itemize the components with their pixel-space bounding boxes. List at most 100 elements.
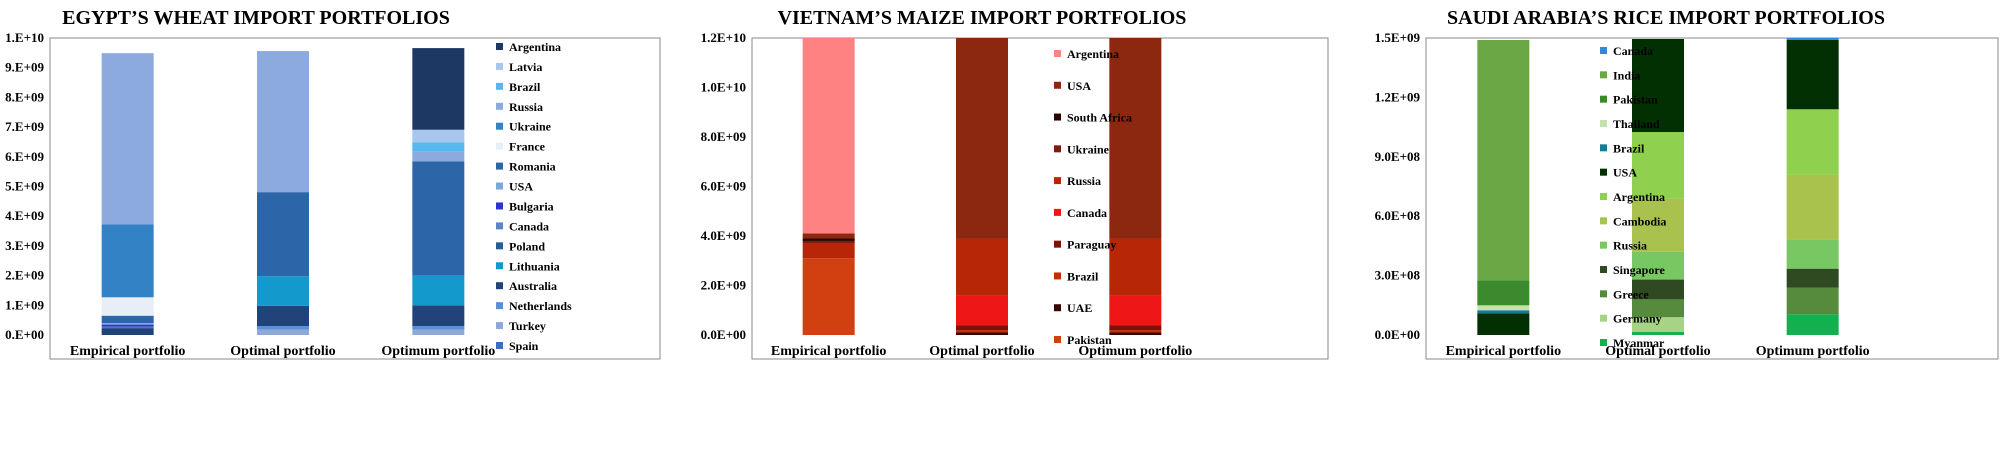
bar-segment-ukraine	[802, 240, 855, 244]
legend-swatch-brazil	[1600, 144, 1607, 152]
bar-segment-russia	[956, 238, 1008, 296]
legend-swatch-canada	[496, 222, 503, 230]
legend-label-canada: Canada	[1613, 44, 1653, 58]
legend-swatch-france	[496, 142, 503, 150]
legend-label-ukraine: Ukraine	[509, 120, 552, 134]
legend-label-poland: Poland	[509, 239, 545, 253]
legend-label-russia: Russia	[509, 100, 543, 114]
bar-segment-brazil	[1109, 330, 1162, 333]
bar-segment-bulgaria	[101, 324, 154, 327]
bar-segment-poland	[101, 327, 154, 329]
category-label: Empirical portfolio	[771, 344, 887, 359]
bar-segment-india	[1477, 39, 1530, 281]
legend-label-brazil: Brazil	[1067, 269, 1099, 283]
legend-swatch-india	[1600, 71, 1607, 79]
legend-label-brazil: Brazil	[1613, 141, 1645, 155]
legend-label-south-africa: South Africa	[1067, 111, 1132, 125]
bar-segment-singapore	[1632, 279, 1684, 300]
bar-segment-brazil	[412, 142, 465, 152]
legend-swatch-australia	[496, 282, 503, 290]
legend-label-pakistan: Pakistan	[1067, 333, 1112, 347]
bar-segment-brazil	[1477, 310, 1530, 314]
bar-segment-usa	[1632, 38, 1684, 133]
y-tick-label: 1.2E+09	[1375, 89, 1421, 104]
y-tick-label: 7.E+09	[5, 119, 44, 134]
bar-segment-russia	[1632, 251, 1684, 280]
legend-label-india: India	[1613, 68, 1640, 82]
legend-label-uae: UAE	[1067, 301, 1092, 315]
legend-swatch-brazil	[496, 82, 503, 90]
legend-swatch-bulgaria	[496, 202, 503, 210]
legend-swatch-greece	[1600, 290, 1607, 298]
bar-segment-ukraine	[101, 224, 154, 298]
legend-label-thailand: Thailand	[1613, 117, 1660, 131]
bar-segment-usa	[802, 233, 855, 239]
legend-label-australia: Australia	[509, 279, 557, 293]
bar-segment-argentina	[1632, 132, 1684, 199]
bar-segment-usa	[956, 38, 1008, 239]
chart-frame	[49, 37, 661, 360]
bar-segment-lithuania	[257, 276, 309, 306]
legend-swatch-canada	[1600, 47, 1607, 54]
bar-segment-usa	[1109, 38, 1162, 239]
bar-segment-lithuania	[412, 275, 465, 306]
bar-segment-myanmar	[1786, 314, 1839, 335]
chart-frame	[1425, 37, 1999, 360]
saudi-rice-svg: SAUDI ARABIA’S RICE IMPORT PORTFOLIOS 0.0…	[1375, 7, 1999, 360]
legend-swatch-thailand	[1600, 120, 1607, 127]
y-tick-label: 1.E+09	[5, 297, 44, 312]
bar-segment-russia	[1109, 238, 1162, 296]
bar-segment-russia	[802, 243, 855, 259]
y-tick-label: 3.E+09	[5, 238, 44, 253]
bar-segment-usa	[1477, 313, 1530, 335]
y-tick-label: 6.0E+09	[701, 179, 747, 194]
bar-segment-australia	[412, 305, 465, 327]
y-tick-label: 0.0E+00	[701, 327, 746, 342]
bar-segment-pakistan	[1477, 280, 1530, 306]
vietnam-maize-chart: VIETNAM’S MAIZE IMPORT PORTFOLIOS 0.0E+00…	[668, 0, 1330, 455]
y-tick-label: 0.0E+00	[1375, 327, 1420, 342]
category-label: Optimum portfolio	[1078, 344, 1192, 359]
bar-segment-argentina	[1786, 109, 1839, 175]
bar-segment-romania	[257, 192, 309, 277]
legend-swatch-lithuania	[496, 262, 503, 270]
legend-swatch-russia	[1600, 241, 1607, 249]
legend-label-usa: USA	[509, 180, 533, 194]
legend-label-canada: Canada	[509, 219, 549, 233]
legend-label-spain: Spain	[509, 339, 539, 353]
chart-title: VIETNAM’S MAIZE IMPORT PORTFOLIOS	[778, 7, 1187, 29]
y-tick-label: 4.0E+09	[701, 228, 747, 243]
legend-swatch-paraguay	[1054, 240, 1061, 248]
category-label: Optimum portfolio	[1756, 344, 1870, 359]
bar-segment-france	[101, 297, 154, 316]
bar-segment-canada	[1786, 38, 1839, 40]
legend-label-ukraine: Ukraine	[1067, 142, 1110, 156]
legend-swatch-netherlands	[496, 302, 503, 310]
y-tick-label: 6.0E+08	[1375, 208, 1421, 223]
legend-label-lithuania: Lithuania	[509, 259, 560, 273]
bar-segment-greece	[1632, 299, 1684, 318]
legend-label-netherlands: Netherlands	[509, 299, 572, 313]
y-tick-label: 6.E+09	[5, 149, 44, 164]
legend-label-turkey: Turkey	[509, 319, 546, 333]
legend-swatch-cambodia	[1600, 217, 1607, 225]
legend-label-bulgaria: Bulgaria	[509, 199, 554, 213]
legend-swatch-brazil	[1054, 272, 1061, 280]
chart-title: EGYPT’S WHEAT IMPORT PORTFOLIOS	[62, 7, 450, 29]
bar-segment-paraguay	[1109, 325, 1162, 331]
y-tick-label: 8.E+09	[5, 89, 44, 104]
bar-segment-russia	[412, 151, 465, 162]
category-label: Optimal portfolio	[929, 344, 1034, 359]
legend-swatch-usa	[1600, 168, 1607, 176]
y-tick-label: 3.0E+08	[1375, 268, 1421, 283]
bar-segment-greece	[1786, 287, 1839, 315]
bar-segment-canada	[1109, 295, 1162, 326]
bar-segment-thailand	[1477, 305, 1530, 311]
bar-segment-paraguay	[956, 325, 1008, 331]
legend-label-argentina: Argentina	[1613, 190, 1665, 204]
egypt-wheat-chart: EGYPT’S WHEAT IMPORT PORTFOLIOS 0.E+00 1.E…	[0, 0, 662, 455]
legend-label-greece: Greece	[1613, 287, 1649, 301]
category-label: Optimum portfolio	[381, 344, 495, 359]
category-label: Empirical portfolio	[1446, 344, 1562, 359]
legend-swatch-usa	[1054, 81, 1061, 89]
